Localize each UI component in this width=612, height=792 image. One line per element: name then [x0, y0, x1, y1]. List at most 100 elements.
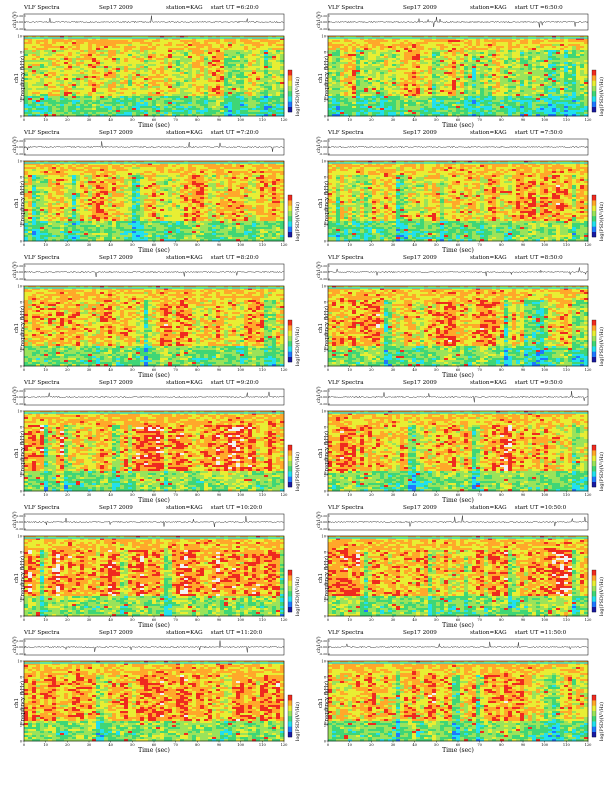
spectrogram-cell	[408, 58, 413, 61]
spectrogram-cell	[344, 98, 349, 101]
spectrogram-cell	[512, 104, 517, 107]
spectrogram-cell	[224, 108, 229, 111]
spectrogram-cell	[448, 50, 453, 53]
spectrogram-cell	[268, 46, 273, 49]
spectrogram-cell	[220, 104, 225, 107]
spectrogram-cell	[432, 102, 437, 105]
spectrogram-cell	[272, 38, 277, 41]
spectrogram-cell	[440, 102, 445, 105]
colorbar-frame	[287, 69, 293, 113]
spectrogram-cell	[272, 102, 277, 105]
spectrogram-cell	[476, 54, 481, 57]
spectrogram-cell	[476, 100, 481, 103]
spectrogram-cell	[436, 96, 441, 99]
spectrogram-cell	[448, 84, 453, 87]
spectrogram-cell	[164, 72, 169, 75]
spectrogram-cell	[340, 62, 345, 65]
spectrogram-cell	[84, 84, 89, 87]
spectrogram-cell	[124, 86, 129, 89]
spectrogram-cell	[192, 62, 197, 65]
spectrogram-cell	[388, 56, 393, 59]
spectrogram-cell	[432, 92, 437, 95]
spectrogram-cell	[540, 86, 545, 89]
spectrogram-cell	[140, 38, 145, 41]
spectrogram-cell	[104, 50, 109, 53]
spectrogram-cell	[548, 52, 553, 55]
spectrogram-cell	[72, 62, 77, 65]
spectrogram-cell	[488, 56, 493, 59]
spectrogram-cell	[356, 42, 361, 45]
spectrogram-cell	[524, 52, 529, 55]
spectrogram-cell	[328, 82, 333, 85]
spectrogram-cell	[500, 90, 505, 93]
spectrogram-cell	[264, 76, 269, 79]
spectrogram-cell	[516, 110, 521, 113]
spectrogram-cell	[352, 80, 357, 83]
spectrogram-cell	[272, 64, 277, 67]
spectrogram-cell	[452, 98, 457, 101]
spectrogram-cell	[80, 82, 85, 85]
spectrogram-cell	[140, 56, 145, 59]
spectrogram-cell	[228, 84, 233, 87]
spectrogram-cell	[152, 104, 157, 107]
spectrogram-cell	[52, 36, 57, 39]
spectrogram-cell	[68, 112, 73, 115]
spectrogram-cell	[96, 100, 101, 103]
spectrogram-cell	[464, 108, 469, 111]
spectrogram-cell	[108, 68, 113, 71]
spectrogram-cell	[356, 50, 361, 53]
spectrogram-cell	[380, 112, 385, 115]
spectrogram-cell	[536, 60, 541, 63]
spectrogram-cell	[64, 60, 69, 63]
spectrogram-cell	[464, 100, 469, 103]
spectrogram-cell	[132, 92, 137, 95]
spectrogram-cell	[260, 104, 265, 107]
spectrogram-cell	[124, 38, 129, 41]
spectrogram-cell	[56, 88, 61, 91]
spectrogram-cell	[76, 76, 81, 79]
spectrogram-cell	[528, 52, 533, 55]
spectrogram-cell	[124, 90, 129, 93]
spectrogram-cell	[404, 88, 409, 91]
spectrogram-cell	[36, 58, 41, 61]
spectrogram-cell	[92, 82, 97, 85]
spectrogram-cell	[392, 80, 397, 83]
spectrogram-cell	[252, 106, 257, 109]
spectrogram-cell	[232, 84, 237, 87]
spectrogram-cell	[176, 92, 181, 95]
spectrogram-cell	[532, 86, 537, 89]
spectrogram-cell	[272, 110, 277, 113]
spectrogram-cell	[492, 90, 497, 93]
spectrogram-cell	[180, 64, 185, 67]
spectrogram-cell	[352, 90, 357, 93]
spectrogram-cell	[464, 114, 469, 117]
spectrogram-cell	[380, 42, 385, 45]
spectrogram-cell	[388, 98, 393, 101]
spectrogram-cell	[24, 112, 29, 115]
spectrogram-cell	[348, 106, 353, 109]
spectrogram-cell	[168, 82, 173, 85]
spectrogram-cell	[552, 50, 557, 53]
spectrogram-cell	[168, 52, 173, 55]
spectrogram-cell	[108, 64, 113, 67]
spectrogram-cell	[428, 56, 433, 59]
spectrogram-cell	[128, 72, 133, 75]
spectrogram-cell	[328, 72, 333, 75]
spectrogram-cell	[360, 90, 365, 93]
spectrogram-cell	[160, 56, 165, 59]
spectrogram-cell	[508, 78, 513, 81]
spectrogram-cell	[100, 46, 105, 49]
spectrogram-cell	[84, 74, 89, 77]
colorbar-swatch	[288, 75, 292, 81]
spectrogram-cell	[432, 56, 437, 59]
spectrogram-cell	[148, 94, 153, 97]
spectrogram-cell	[240, 112, 245, 115]
spectrogram-cell	[344, 74, 349, 77]
spectrogram-cell	[540, 48, 545, 51]
spectrogram-cell	[172, 64, 177, 67]
spectrogram-cell	[380, 96, 385, 99]
spectrogram-cell	[260, 84, 265, 87]
spectrogram-cell	[536, 46, 541, 49]
spectrogram-cell	[216, 76, 221, 79]
spectrogram-cell	[396, 96, 401, 99]
